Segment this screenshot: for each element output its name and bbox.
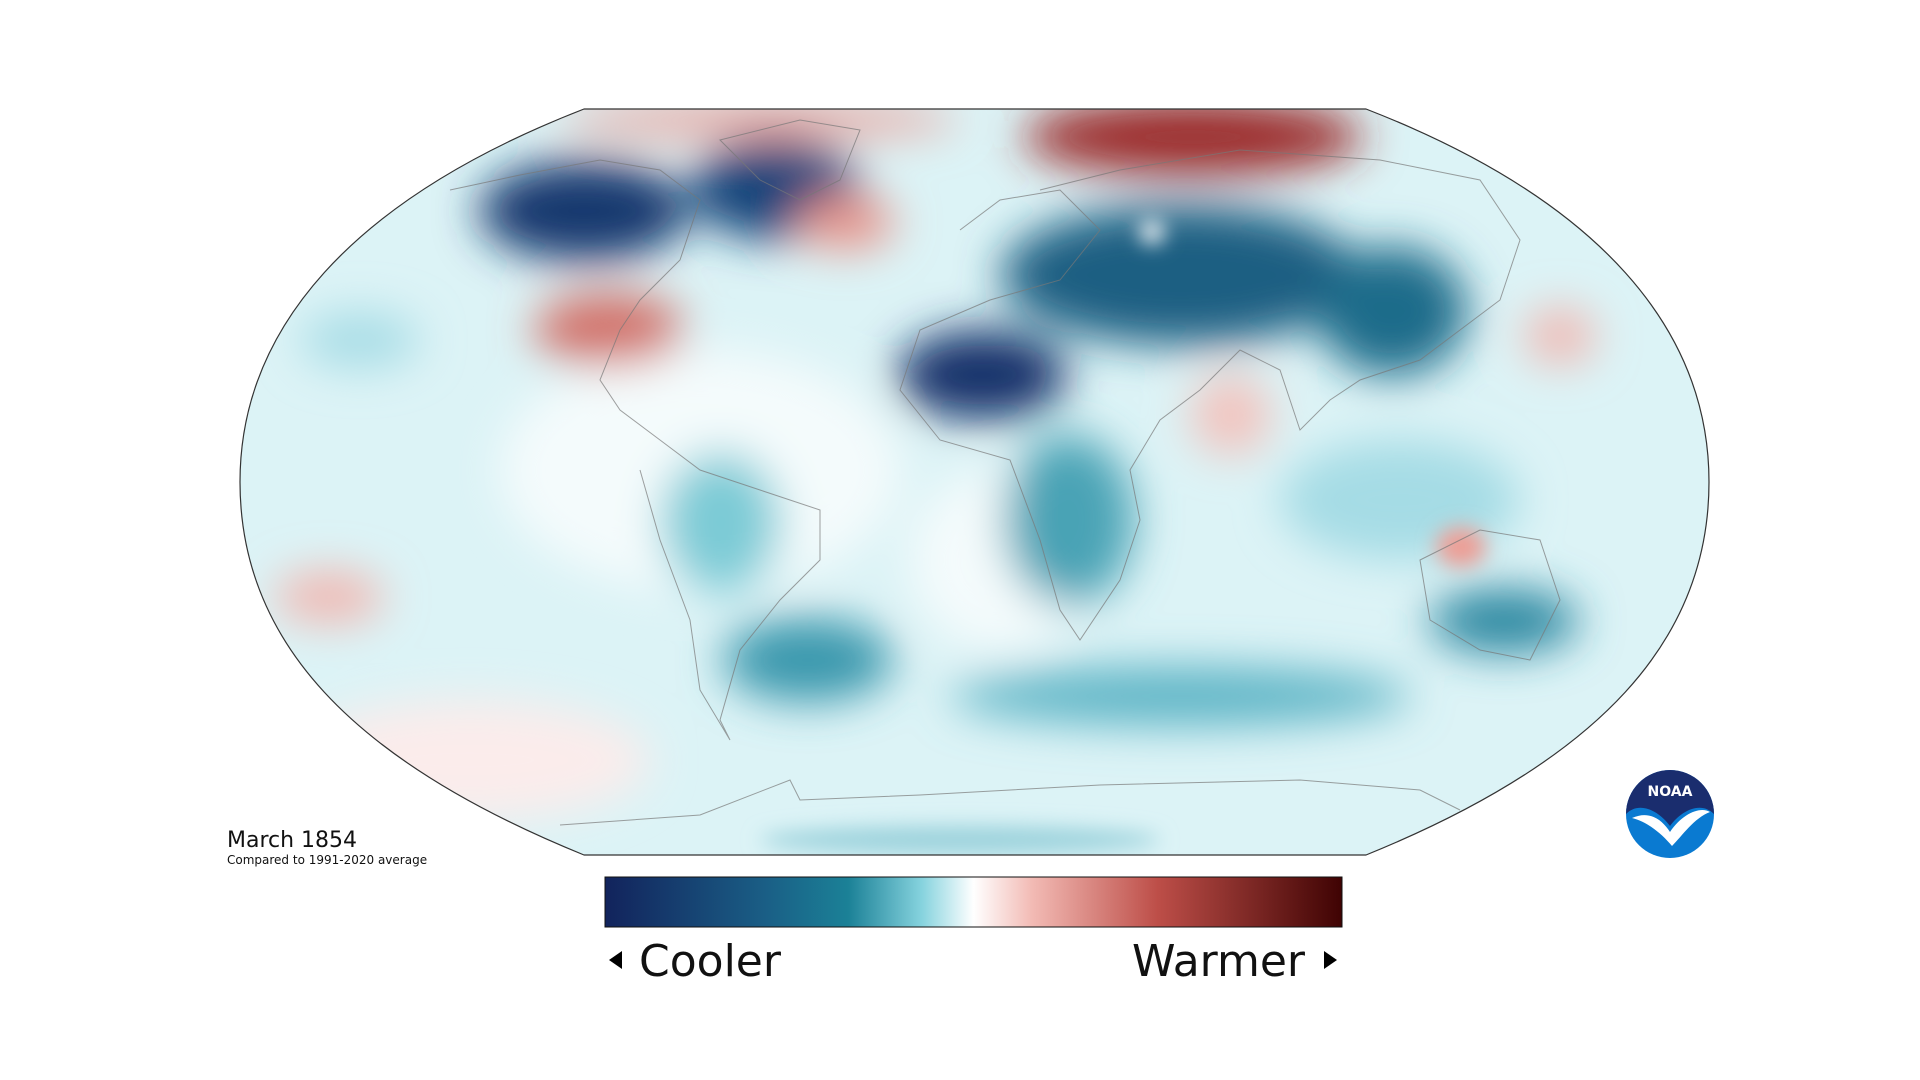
map-title: March 1854 — [227, 828, 357, 853]
cool-area — [1317, 246, 1467, 376]
warmer-arrow — [1324, 951, 1337, 969]
neutral-area — [1140, 220, 1164, 244]
map-border — [239, 108, 1710, 856]
local-anomalies — [760, 220, 1486, 854]
logo-bird — [1632, 810, 1710, 846]
cool-area — [1004, 435, 1134, 605]
cool-area — [723, 618, 893, 702]
logo-text: NOAA — [1648, 784, 1693, 800]
cool-area — [1001, 205, 1361, 345]
color-scale — [604, 876, 1343, 928]
cooler-arrow — [609, 951, 622, 969]
americas-coast — [449, 159, 821, 741]
cool-area — [661, 452, 781, 592]
antarctica-coast — [559, 779, 1461, 826]
greenland-coast — [719, 119, 861, 201]
cool-area — [1429, 589, 1579, 653]
logo-top — [1626, 770, 1714, 826]
cool-area — [897, 330, 1067, 420]
warm-area — [1023, 109, 1363, 175]
cool-area — [300, 312, 420, 368]
cool-area — [760, 826, 1160, 854]
map-subtitle: Compared to 1991-2020 average — [227, 853, 427, 867]
warm-area — [1436, 527, 1486, 567]
legend-high-label: Warmer — [1132, 936, 1306, 987]
warm-area — [560, 109, 960, 138]
anomaly-field — [274, 109, 1595, 820]
eurasia-africa-coast — [899, 149, 1521, 641]
cool-area — [951, 666, 1411, 726]
coastlines — [449, 119, 1561, 826]
australia-coast — [1419, 529, 1561, 661]
cool-area — [479, 161, 689, 261]
warm-area — [274, 571, 384, 623]
warm-area — [1191, 375, 1271, 455]
warm-area — [534, 293, 684, 365]
warm-area — [1525, 308, 1595, 364]
warm-area — [795, 194, 895, 250]
anomaly-map — [240, 109, 1709, 855]
legend-low-label: Cooler — [639, 936, 782, 987]
noaa-logo: NOAA — [1626, 770, 1714, 858]
